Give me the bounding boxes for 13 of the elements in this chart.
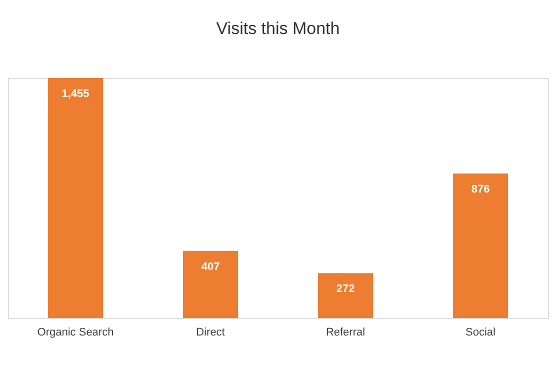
data-label: 272 [336,283,355,296]
x-tick-label: Referral [326,326,366,338]
x-tick-label: Organic Search [37,326,114,338]
bar [48,78,103,318]
bar [453,174,508,318]
data-label: 876 [471,184,490,196]
bar [318,273,373,318]
chart-title: Visits this Month [216,19,340,38]
data-label: 1,455 [62,88,90,100]
x-tick-label: Direct [196,326,225,338]
bar [183,250,238,318]
data-label: 407 [201,260,220,273]
x-tick-label: Social [466,326,496,338]
